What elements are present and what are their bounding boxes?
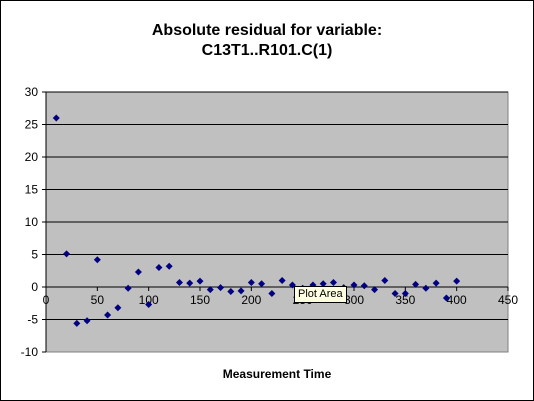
chart-title: Absolute residual for variable: C13T1..R… bbox=[1, 21, 533, 61]
gridlines bbox=[46, 91, 508, 320]
data-point[interactable] bbox=[401, 290, 409, 297]
x-tick-label: 150 bbox=[190, 293, 210, 307]
data-point[interactable] bbox=[104, 311, 112, 319]
data-point[interactable] bbox=[391, 290, 399, 297]
data-point[interactable] bbox=[52, 114, 60, 122]
data-point[interactable] bbox=[83, 317, 91, 325]
x-tick-label: 50 bbox=[91, 293, 105, 307]
x-tick-label: 350 bbox=[395, 293, 415, 307]
tick-labels: -10-505101520253005010015020025030035040… bbox=[21, 85, 519, 359]
data-point[interactable] bbox=[237, 287, 245, 295]
y-tick-label: 30 bbox=[25, 85, 39, 99]
data-point[interactable] bbox=[145, 301, 153, 309]
chart-title-line-1: Absolute residual for variable: bbox=[151, 22, 383, 39]
y-tick-label: 10 bbox=[25, 215, 39, 229]
data-point[interactable] bbox=[350, 281, 358, 289]
data-point[interactable] bbox=[422, 284, 430, 292]
y-tick-label: 20 bbox=[25, 150, 39, 164]
data-point[interactable] bbox=[268, 290, 276, 297]
data-point[interactable] bbox=[155, 264, 163, 271]
x-tick-label: 400 bbox=[447, 293, 467, 307]
data-point[interactable] bbox=[360, 282, 368, 290]
data-point[interactable] bbox=[124, 284, 132, 292]
data-point[interactable] bbox=[227, 288, 235, 296]
x-tick-label: 200 bbox=[241, 293, 261, 307]
x-tick-label: 100 bbox=[139, 293, 159, 307]
data-point[interactable] bbox=[371, 286, 379, 294]
plot-area-tooltip: Plot Area bbox=[294, 286, 347, 303]
axes bbox=[42, 91, 509, 353]
x-axis-title: Measurement Time bbox=[223, 367, 332, 381]
x-tick-label: 0 bbox=[43, 293, 50, 307]
data-point[interactable] bbox=[412, 280, 420, 288]
data-point[interactable] bbox=[247, 278, 255, 286]
data-point[interactable] bbox=[175, 278, 183, 286]
data-point[interactable] bbox=[432, 279, 440, 287]
data-point[interactable] bbox=[134, 268, 142, 276]
data-point[interactable] bbox=[319, 280, 327, 288]
data-point[interactable] bbox=[453, 277, 461, 285]
data-point[interactable] bbox=[114, 304, 122, 312]
data-point[interactable] bbox=[329, 278, 337, 286]
y-tick-label: 0 bbox=[31, 280, 38, 294]
data-point[interactable] bbox=[278, 277, 286, 284]
data-point[interactable] bbox=[258, 280, 266, 288]
data-point[interactable] bbox=[186, 279, 194, 287]
data-point[interactable] bbox=[381, 277, 389, 284]
data-point[interactable] bbox=[63, 250, 71, 258]
chart-title-line-2: C13T1..R101.C(1) bbox=[201, 42, 333, 59]
y-tick-label: 25 bbox=[25, 118, 39, 132]
data-point[interactable] bbox=[93, 256, 101, 264]
data-point[interactable] bbox=[73, 319, 81, 327]
y-tick-label: 5 bbox=[31, 248, 38, 262]
data-point[interactable] bbox=[206, 286, 214, 294]
x-tick-label: 450 bbox=[498, 293, 518, 307]
data-point[interactable] bbox=[196, 277, 204, 285]
y-tick-label: -10 bbox=[21, 345, 39, 359]
y-tick-label: 15 bbox=[25, 183, 39, 197]
x-tick-label: 300 bbox=[344, 293, 364, 307]
data-point[interactable] bbox=[217, 284, 225, 292]
data-point[interactable] bbox=[442, 294, 450, 302]
y-tick-label: -5 bbox=[27, 313, 38, 327]
data-point[interactable] bbox=[165, 262, 173, 270]
